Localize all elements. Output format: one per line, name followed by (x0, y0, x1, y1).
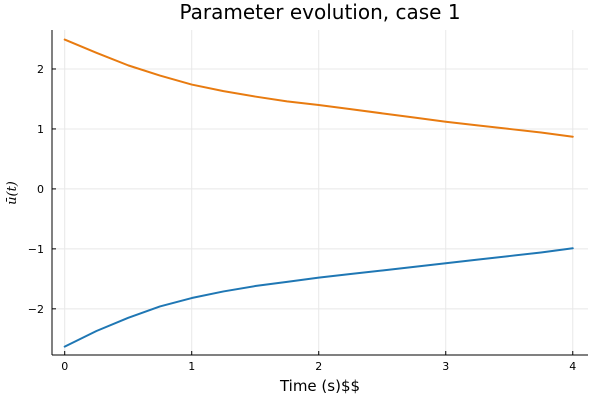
y-ticks: −2 −1 0 1 2 (28, 63, 56, 316)
x-tick-label: 2 (315, 360, 322, 373)
axes (51, 30, 588, 356)
series (63, 38, 574, 348)
series-line-1 (63, 38, 574, 138)
y-tick-label: −2 (28, 303, 44, 316)
series-line-2 (63, 247, 574, 348)
x-tick-label: 0 (61, 360, 68, 373)
x-tick-label: 3 (442, 360, 449, 373)
grid (52, 30, 588, 355)
chart-title: Parameter evolution, case 1 (179, 0, 460, 24)
y-tick-label: −1 (28, 243, 44, 256)
x-axis-label: Time (s)$$ (279, 377, 360, 395)
x-ticks: 0 1 2 3 4 (61, 351, 576, 373)
y-tick-label: 0 (37, 183, 44, 196)
y-tick-label: 2 (37, 63, 44, 76)
x-tick-label: 4 (569, 360, 576, 373)
y-tick-label: 1 (37, 123, 44, 136)
x-tick-label: 1 (188, 360, 195, 373)
y-axis-label: ū(t) (5, 181, 20, 205)
